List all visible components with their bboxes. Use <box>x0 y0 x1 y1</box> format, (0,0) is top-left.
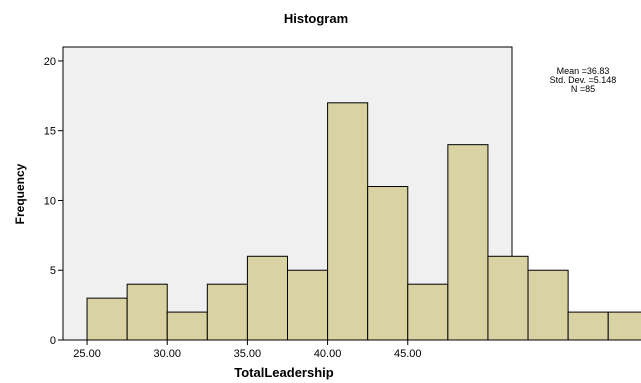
x-tick-label: 25.00 <box>73 348 101 360</box>
histogram-bar <box>567 311 609 341</box>
histogram-bar <box>86 297 128 341</box>
histogram-bar <box>246 255 289 341</box>
x-tick-label: 45.00 <box>394 348 422 360</box>
y-axis-ticks: 0 5 10 15 20 <box>44 56 63 347</box>
histogram-bar <box>607 311 641 341</box>
y-tick-label: 10 <box>44 195 56 207</box>
x-tick-label: 40.00 <box>314 348 342 360</box>
y-tick-label: 5 <box>50 265 56 277</box>
histogram-bar <box>527 269 569 341</box>
chart-title: Histogram <box>284 11 348 26</box>
statistics-box: Mean =36.83 Std. Dev. =5.148 N =85 <box>538 67 628 94</box>
y-axis-label: Frequency <box>13 163 27 224</box>
histogram-bar <box>166 311 208 341</box>
x-tick-label: 35.00 <box>234 348 262 360</box>
histogram-bar <box>206 283 248 341</box>
n-stat: N =85 <box>570 84 596 94</box>
histogram-bar <box>407 283 449 341</box>
std-dev-stat: Std. Dev. =5.148 <box>549 75 617 85</box>
mean-stat: Mean =36.83 <box>556 66 610 76</box>
histogram-bar <box>287 269 329 341</box>
histogram-bar <box>327 102 369 341</box>
x-axis-label: TotalLeadership <box>234 365 334 380</box>
y-tick-label: 0 <box>50 335 56 347</box>
y-tick-label: 15 <box>44 126 56 138</box>
histogram-bar <box>367 186 409 341</box>
histogram-bar <box>447 144 489 341</box>
x-axis-ticks: 25.00 30.00 35.00 40.00 45.00 <box>73 340 422 360</box>
bars-group <box>86 102 641 341</box>
x-tick-label: 30.00 <box>153 348 181 360</box>
y-tick-label: 20 <box>44 56 56 68</box>
histogram-bar <box>126 283 168 341</box>
histogram-bar <box>487 255 529 341</box>
